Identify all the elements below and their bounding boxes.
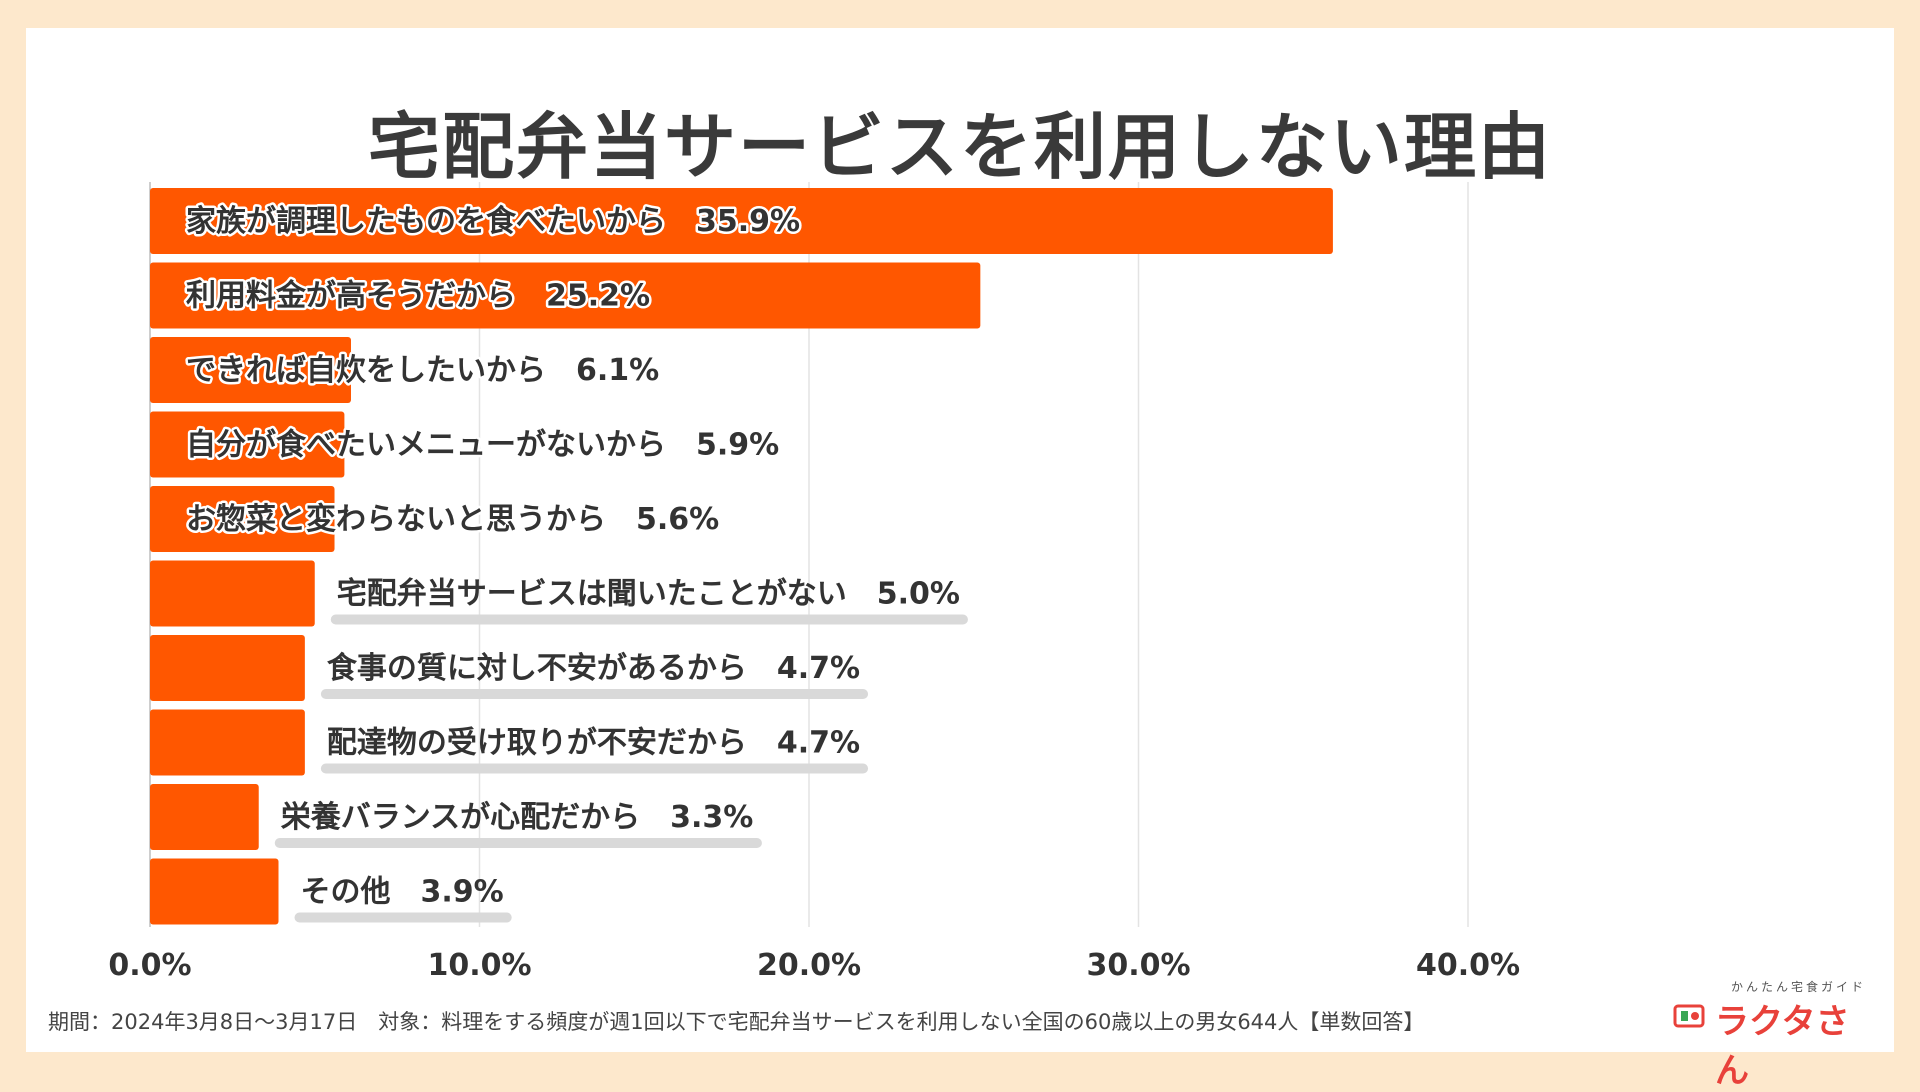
bar-label: 家族が調理したものを食べたいから 35.9% [186, 204, 800, 239]
label-underline [320, 763, 869, 774]
bar-label: お惣菜と変わらないと思うから 5.6% [186, 502, 719, 537]
bar [150, 486, 335, 552]
bar-label: 利用料金が高そうだから 25.2% [186, 279, 650, 314]
bar [150, 858, 279, 925]
bar [150, 262, 981, 329]
bar-label: できれば自炊をしたいから 6.1% [186, 353, 659, 388]
x-tick-label: 20.0% [757, 948, 861, 983]
bar [150, 709, 305, 776]
x-tick-label: 0.0% [108, 948, 191, 983]
bar-label: 宅配弁当サービスは聞いたことがない 5.0% [337, 577, 960, 612]
bar [150, 560, 315, 627]
bar [150, 411, 345, 478]
bar-chart: 家族が調理したものを食べたいから 35.9% 利用料金が高そうだから 25.2% で… [108, 182, 1520, 983]
x-tick-label: 10.0% [427, 948, 531, 983]
bar-label: その他 3.9% [301, 875, 504, 910]
bar-label: 栄養バランスが心配だから 3.3% [281, 800, 754, 835]
survey-note: 期間：2024年3月8日〜3月17日 対象：料理をする頻度が週1回以下で宅配弁当… [48, 1010, 1425, 1034]
label-underline [294, 912, 512, 923]
logo-tagline: かんたん宅食ガイド [1731, 980, 1867, 994]
bar-label: 食事の質に対し不安があるから 4.7% [327, 651, 860, 686]
label-underline [320, 689, 869, 699]
bar-label: 自分が食べたいメニューがないから 5.9% [186, 428, 779, 463]
label-underline [274, 838, 762, 848]
chart-title: 宅配弁当サービスを利用しない理由 [367, 105, 1552, 189]
bar [150, 635, 305, 701]
bar [150, 784, 259, 850]
logo-name: ラクタさん [1715, 1002, 1850, 1091]
chart-card: 宅配弁当サービスを利用しない理由 家族が調理したものを食べたいから 35.9% 利… [26, 28, 1894, 1091]
x-tick-label: 30.0% [1086, 948, 1190, 983]
bar [150, 188, 1333, 254]
label-underline [330, 614, 968, 625]
bar-label: 配達物の受け取りが不安だから 4.7% [327, 726, 860, 761]
brand-logo: かんたん宅食ガイド ラクタさん [1673, 978, 1883, 1091]
bento-box-icon [1673, 1004, 1705, 1028]
bar [150, 337, 351, 403]
x-tick-label: 40.0% [1416, 948, 1520, 983]
